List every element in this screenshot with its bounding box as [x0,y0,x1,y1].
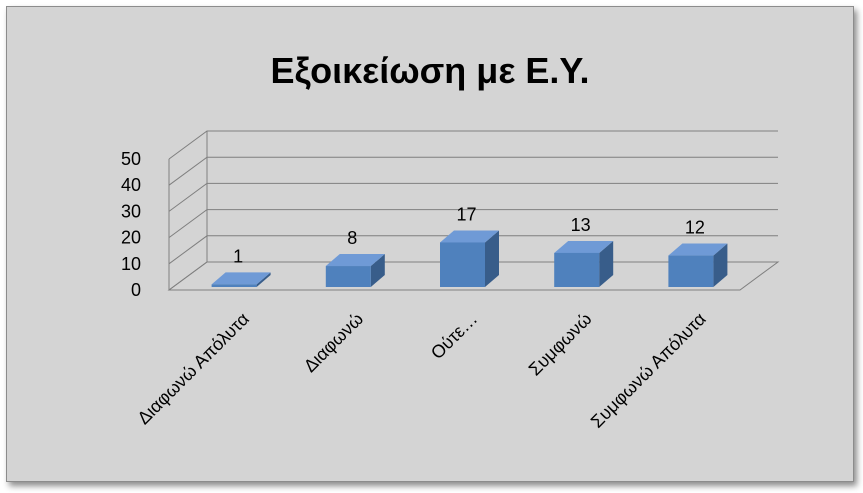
y-axis-ticks: 0 10 20 30 40 50 [121,149,141,300]
bar [440,230,499,287]
data-labels: 1 8 17 13 12 [233,204,705,266]
bar-front [440,242,485,287]
bar [325,254,385,287]
bar-side [485,230,499,287]
category-label: Διαφωνώ [300,309,367,376]
bar-side [370,254,385,287]
y-tick-label: 0 [131,280,141,300]
bar [554,240,614,287]
bar-front [211,284,257,287]
bar-top [554,240,614,253]
bar-side [713,243,728,287]
data-label: 8 [347,228,357,248]
bar [668,243,728,287]
category-label: Ούτε… [427,309,481,363]
data-label: 12 [685,218,705,238]
bar-side [256,272,271,287]
bar-top [211,272,271,285]
bar-front [668,255,714,287]
gridline [168,156,778,186]
y-tick-label: 20 [121,228,141,248]
y-tick-label: 50 [121,149,141,169]
bar [211,272,271,287]
bars [211,230,728,287]
y-tick-label: 40 [121,175,141,195]
gridline [168,130,778,160]
category-label: Διαφωνώ Απόλυτα [133,309,252,428]
y-tick-label: 30 [121,201,141,221]
data-label: 13 [571,215,591,235]
bar-side [599,240,614,287]
x-axis-categories: Διαφωνώ Απόλυτα Διαφωνώ Ούτε… ΣυμφωνώΣυμφων… [133,309,709,432]
bar-top [325,254,385,267]
chart-plot: Εξοικείωση με Ε.Υ. 0 10 20 30 40 50 Διαφωνώ Α… [121,50,780,432]
bar-top [668,243,728,256]
chart-title: Εξοικείωση με Ε.Υ. [271,50,590,91]
gridlines [167,130,780,291]
category-label: Συμφωνώ Απόλυτα [587,309,710,432]
data-label: 17 [456,204,476,224]
chart-area: Εξοικείωση με Ε.Υ. 0 10 20 30 40 50 Διαφωνώ Α… [6,6,854,482]
data-label: 1 [233,246,243,266]
bar-front [325,266,371,287]
y-tick-label: 10 [121,254,141,274]
bar-front [554,252,600,287]
category-label: Συμφωνώ [525,309,596,380]
bar-top [440,230,499,243]
